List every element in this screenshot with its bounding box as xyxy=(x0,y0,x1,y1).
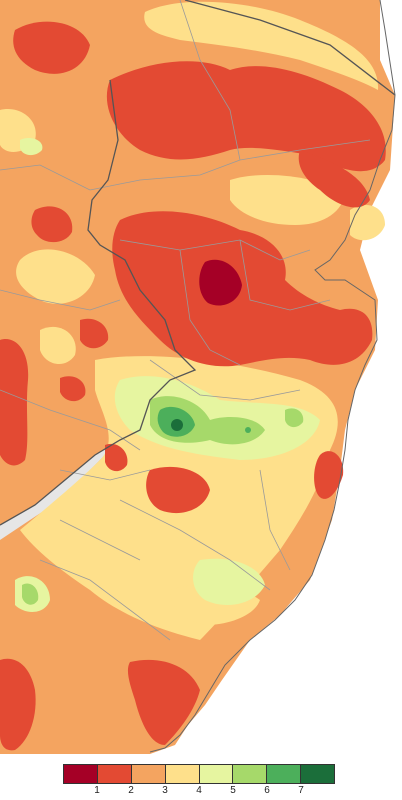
legend-swatch-6 xyxy=(233,765,268,783)
state-boundaries xyxy=(0,0,396,526)
legend-tick-label: 2 xyxy=(128,785,134,796)
precipitation-map xyxy=(0,0,402,754)
legend-swatch-5 xyxy=(199,765,234,783)
legend-tick-label: 3 xyxy=(162,785,168,796)
legend-swatch-3 xyxy=(131,765,166,783)
legend-color-bar xyxy=(63,764,335,784)
legend-swatch-1 xyxy=(64,765,98,783)
precip-zones xyxy=(0,1,386,751)
legend-swatch-8 xyxy=(301,765,334,783)
legend-tick-label: 4 xyxy=(196,785,202,796)
legend-tick-label: 6 xyxy=(264,785,270,796)
delaware-river xyxy=(0,440,120,540)
delmarva-land xyxy=(0,600,95,754)
legend-swatch-4 xyxy=(165,765,200,783)
ocean xyxy=(150,0,402,754)
legend-tick-label: 7 xyxy=(298,785,304,796)
county-lines xyxy=(0,0,371,641)
legend-swatch-2 xyxy=(97,765,132,783)
map-svg xyxy=(0,0,402,754)
coastline xyxy=(149,0,396,753)
legend-tick-label: 1 xyxy=(94,785,100,796)
precipitation-legend: 1 2 3 4 5 6 7 xyxy=(0,754,402,800)
legend-swatch-7 xyxy=(267,765,302,783)
legend-tick-label: 5 xyxy=(230,785,236,796)
